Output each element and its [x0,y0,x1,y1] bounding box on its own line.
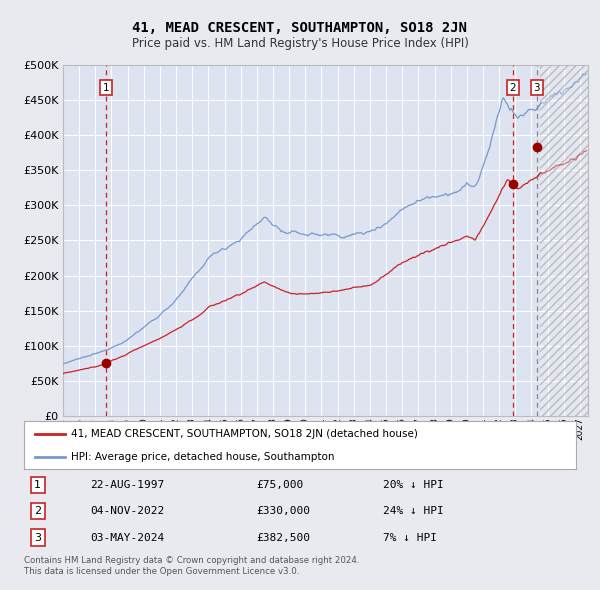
Text: £382,500: £382,500 [256,533,310,543]
Text: 41, MEAD CRESCENT, SOUTHAMPTON, SO18 2JN: 41, MEAD CRESCENT, SOUTHAMPTON, SO18 2JN [133,21,467,35]
Bar [539,65,588,416]
Text: 3: 3 [533,83,540,93]
Text: 24% ↓ HPI: 24% ↓ HPI [383,506,443,516]
Text: £330,000: £330,000 [256,506,310,516]
Bar [539,65,588,416]
Text: Price paid vs. HM Land Registry's House Price Index (HPI): Price paid vs. HM Land Registry's House … [131,37,469,50]
Text: 04-NOV-2022: 04-NOV-2022 [90,506,164,516]
Text: £75,000: £75,000 [256,480,303,490]
Text: 2: 2 [34,506,41,516]
Text: 7% ↓ HPI: 7% ↓ HPI [383,533,437,543]
Text: 20% ↓ HPI: 20% ↓ HPI [383,480,443,490]
Text: 22-AUG-1997: 22-AUG-1997 [90,480,164,490]
Text: 3: 3 [34,533,41,543]
Text: 41, MEAD CRESCENT, SOUTHAMPTON, SO18 2JN (detached house): 41, MEAD CRESCENT, SOUTHAMPTON, SO18 2JN… [71,429,418,439]
Text: Contains HM Land Registry data © Crown copyright and database right 2024.
This d: Contains HM Land Registry data © Crown c… [24,556,359,576]
Text: 1: 1 [34,480,41,490]
Text: HPI: Average price, detached house, Southampton: HPI: Average price, detached house, Sout… [71,452,334,462]
Text: 1: 1 [103,83,109,93]
Text: 2: 2 [509,83,516,93]
Text: 03-MAY-2024: 03-MAY-2024 [90,533,164,543]
